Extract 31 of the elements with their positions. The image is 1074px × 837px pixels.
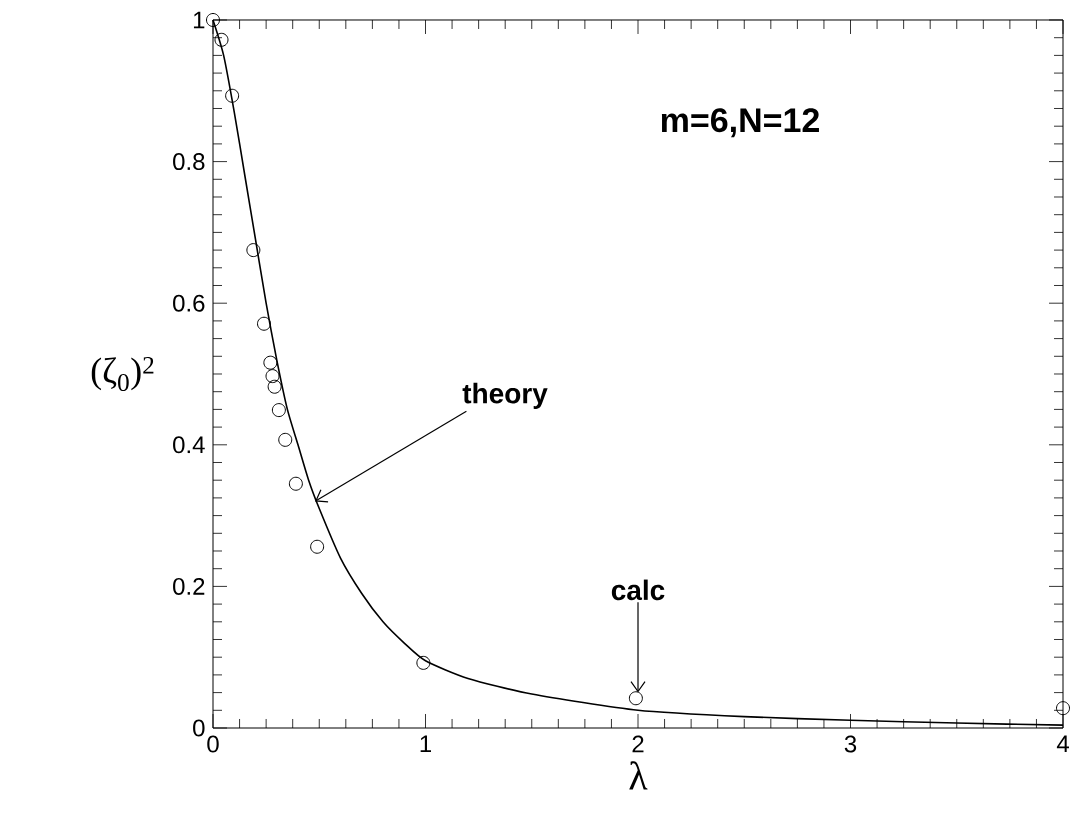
point bbox=[267, 379, 282, 394]
x-tick-label: 2 bbox=[632, 735, 644, 753]
x-tick-label: 4 bbox=[1056, 735, 1069, 753]
y-axis-title: (ζ$_{0}$)$^{2}$ bbox=[91, 356, 154, 392]
point bbox=[288, 476, 303, 491]
x-tick-label: 1 bbox=[420, 735, 431, 753]
x-tick-label: 3 bbox=[844, 735, 857, 753]
y-tick-label: 0 bbox=[193, 719, 205, 737]
point bbox=[265, 369, 280, 384]
x-axis-title: λ bbox=[629, 761, 648, 790]
y-tick-label: 0.2 bbox=[173, 577, 205, 595]
point bbox=[1056, 701, 1071, 716]
y-tick-label: 0.4 bbox=[173, 436, 205, 454]
annotation: m=6,N=12 bbox=[661, 108, 819, 138]
point bbox=[206, 12, 220, 27]
y-tick-label: 0.6 bbox=[173, 294, 205, 312]
annotation: theory bbox=[462, 382, 548, 409]
point bbox=[628, 691, 643, 706]
point bbox=[310, 539, 325, 554]
point bbox=[278, 432, 293, 447]
point bbox=[416, 655, 431, 670]
y-tick-label: 0.8 bbox=[173, 153, 205, 171]
x-tick-label: 0 bbox=[207, 735, 219, 753]
point bbox=[246, 243, 261, 258]
point bbox=[263, 355, 278, 370]
point bbox=[214, 32, 229, 47]
y-tick-label: 1 bbox=[193, 11, 205, 29]
point bbox=[225, 88, 240, 103]
annotation: calc bbox=[611, 579, 665, 601]
point bbox=[271, 403, 286, 418]
point bbox=[257, 316, 271, 331]
